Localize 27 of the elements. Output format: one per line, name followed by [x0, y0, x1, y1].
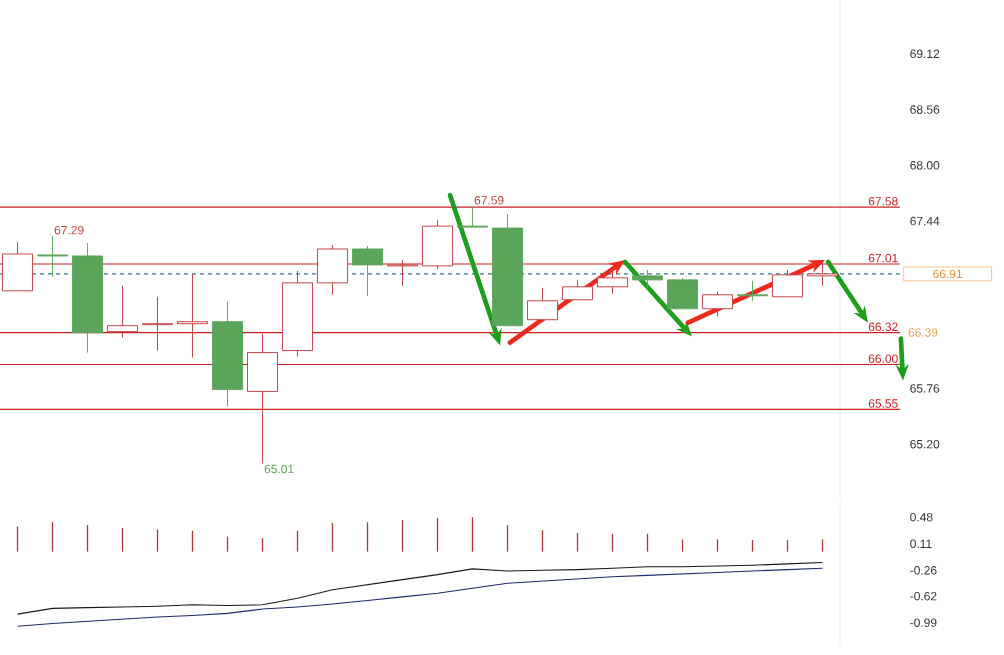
candlestick [141, 296, 174, 352]
annotation: 67.59 [474, 196, 504, 205]
ref-line-label: 66.32 [868, 322, 898, 332]
ref-line-label: 67.58 [868, 197, 898, 206]
y-tick-label: -0.26 [910, 566, 937, 575]
y-tick-label: -0.99 [910, 618, 937, 627]
ref-line-label: 66.00 [868, 354, 898, 363]
annotation: 67.29 [54, 225, 84, 235]
candlestick [106, 285, 139, 339]
ref-line-label: 67.01 [868, 253, 898, 263]
candlestick [386, 259, 419, 287]
y-tick-label: 68.00 [910, 161, 940, 170]
y-tick-label: 0.11 [910, 539, 932, 549]
y-tick-label: 65.76 [910, 384, 940, 393]
y-tick-label: 69.12 [910, 49, 940, 59]
y-tick-label: -0.62 [910, 591, 937, 601]
candlestick [176, 273, 209, 359]
candlestick [36, 235, 69, 278]
y-tick-label: 67.44 [910, 216, 940, 226]
text: 66.39 [908, 328, 938, 337]
candlestick [736, 280, 769, 302]
y-tick-label: 0.48 [910, 512, 933, 522]
ref-line-label: 65.55 [868, 399, 898, 408]
annotation: 65.01 [264, 464, 294, 474]
y-tick-label: 68.56 [910, 105, 940, 114]
ref-line-label: 66.91 [933, 269, 963, 279]
y-tick-label: 65.20 [910, 439, 940, 449]
